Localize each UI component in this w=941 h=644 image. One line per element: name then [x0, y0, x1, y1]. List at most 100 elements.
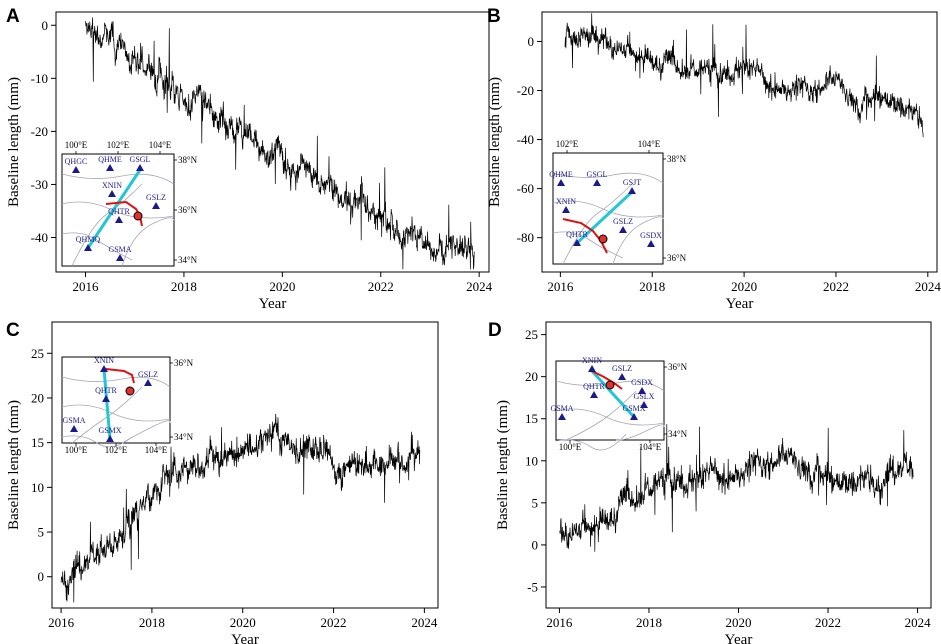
x-tick-label: 2024	[905, 615, 932, 630]
series-line	[85, 17, 475, 270]
inset-lat-label: 36°N	[667, 253, 687, 263]
y-tick-label: 10	[31, 480, 44, 495]
baseline-line	[590, 369, 636, 419]
station-marker	[562, 206, 570, 213]
fault-line	[555, 433, 627, 451]
x-tick-label: 2022	[815, 615, 841, 630]
x-tick-label: 2016	[73, 279, 100, 294]
station-marker	[647, 240, 655, 247]
station-label: QHMQ	[76, 235, 101, 244]
x-tick-label: 2024	[466, 279, 493, 294]
inset-lon-label: 104°E	[145, 445, 168, 455]
panel-b: B 2016 2018 2020 2022 2024 0 -20 -40 -60 -80 Year Ba…	[487, 6, 941, 312]
station-label: QHTR	[108, 207, 130, 216]
station-marker	[618, 373, 626, 380]
station-label: GSLX	[634, 392, 655, 401]
station-marker	[557, 179, 565, 186]
station-marker	[102, 395, 110, 402]
x-tick-label: 2020	[731, 279, 757, 294]
station-marker	[573, 239, 581, 246]
x-tick-label: 2022	[368, 279, 394, 294]
x-tick-label: 2020	[726, 615, 752, 630]
station-marker	[630, 413, 638, 420]
y-tick-label: -30	[31, 177, 48, 192]
inset-lat-label: 36°N	[668, 362, 688, 372]
inset-lon-label: 104°E	[639, 442, 662, 452]
x-axis-label: Year	[259, 296, 287, 312]
station-marker	[100, 365, 108, 372]
station-marker	[136, 164, 144, 171]
y-tick-label: 25	[31, 346, 44, 361]
station-label: GSJT	[623, 178, 641, 187]
station-marker	[628, 187, 636, 194]
station-marker	[640, 401, 648, 408]
y-tick-label: 0	[42, 18, 49, 33]
station-label: QHME	[98, 155, 122, 164]
station-label: XNIN	[556, 197, 576, 206]
series-line	[564, 13, 924, 138]
panel-d: D 2016 2018 2020 2022 2024 -5 0 5 10 15 20 25 Year Bas…	[488, 320, 932, 644]
inset-lat-label: 38°N	[178, 155, 198, 165]
station-label: QHME	[549, 170, 573, 179]
inset-lon-label: 102°E	[556, 139, 579, 149]
y-tick-label: 5	[532, 495, 539, 510]
fault-line	[61, 435, 133, 448]
x-tick-label: 2016	[547, 279, 574, 294]
inset-lat-label: 34°N	[668, 429, 688, 439]
station-marker	[619, 226, 627, 233]
station-label: GSMX	[98, 426, 121, 435]
fault-line	[612, 216, 664, 265]
station-marker	[72, 166, 80, 173]
panel-letter: A	[6, 6, 20, 27]
x-axis-label: Year	[231, 632, 259, 644]
fault-line	[552, 231, 624, 259]
inset-frame	[61, 356, 171, 444]
x-tick-label: 2018	[636, 615, 662, 630]
fault-line	[61, 232, 133, 261]
plot-frame	[51, 321, 439, 609]
station-marker	[558, 413, 566, 420]
y-tick-label: -10	[31, 71, 48, 86]
y-tick-label: 15	[31, 435, 44, 450]
y-tick-label: -40	[517, 132, 534, 147]
x-tick-label: 2016	[48, 615, 75, 630]
x-tick-label: 2022	[321, 615, 347, 630]
x-tick-label: 2020	[269, 279, 295, 294]
y-axis-label: Baseline length (mm)	[487, 77, 503, 207]
epicenter-marker	[125, 386, 135, 396]
station-label: GSLZ	[612, 364, 632, 373]
fault-line	[61, 173, 175, 185]
station-label: GSLZ	[613, 217, 633, 226]
inset-frame	[552, 152, 664, 265]
station-marker	[84, 244, 92, 251]
fault-line	[61, 376, 171, 388]
y-tick-label: -5	[527, 579, 538, 594]
inset-frame	[61, 153, 175, 267]
y-tick-label: -20	[517, 83, 534, 98]
inset-lat-label: 38°N	[667, 154, 687, 164]
y-tick-label: -20	[31, 124, 48, 139]
station-label: GSGL	[587, 170, 608, 179]
inset-lat-label: 34°N	[174, 432, 194, 442]
inset-lat-label: 36°N	[178, 205, 198, 215]
x-axis-label: Year	[725, 632, 753, 644]
fault-rupture	[591, 370, 623, 390]
y-tick-label: -40	[31, 230, 48, 245]
inset-lon-label: 100°E	[559, 442, 582, 452]
inset-lon-label: 102°E	[105, 445, 128, 455]
station-label: XNIN	[102, 181, 122, 190]
fault-line	[565, 390, 637, 441]
panel-letter: D	[488, 320, 502, 341]
y-axis-label: Baseline length (mm)	[495, 400, 511, 530]
station-marker	[106, 164, 114, 171]
station-marker	[590, 391, 598, 398]
station-label: XNIN	[582, 356, 602, 365]
x-tick-label: 2016	[546, 615, 573, 630]
station-label: GSLZ	[146, 193, 166, 202]
series-line	[559, 424, 914, 552]
x-tick-label: 2018	[639, 279, 665, 294]
station-label: GSGL	[130, 155, 151, 164]
y-tick-label: 0	[528, 34, 535, 49]
station-label: QHTR	[583, 382, 605, 391]
